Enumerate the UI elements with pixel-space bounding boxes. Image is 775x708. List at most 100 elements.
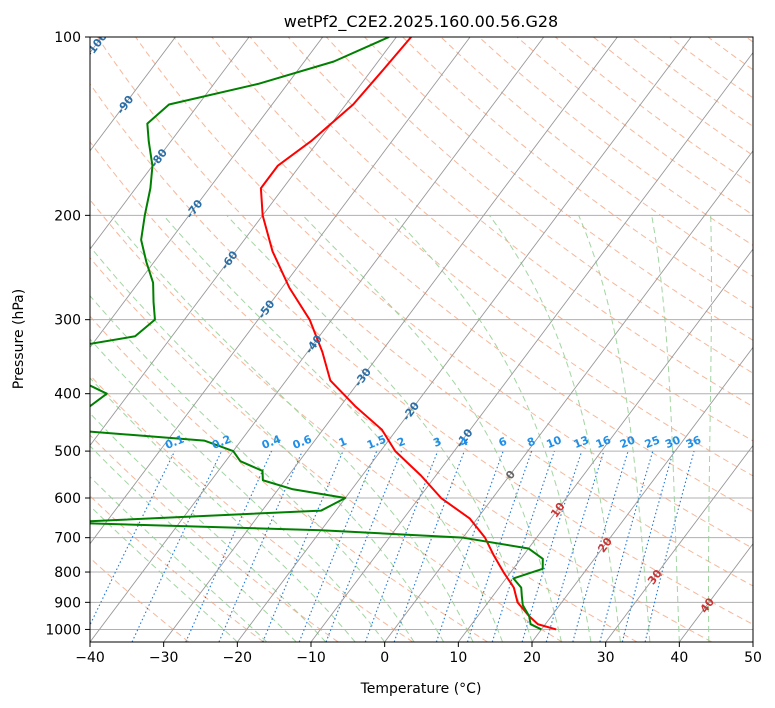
- pressure-gridlines: [90, 37, 753, 630]
- isotherm-line: [310, 51, 753, 642]
- dry-adiabat-line: [440, 37, 753, 278]
- mixing-ratio-line: [521, 450, 583, 642]
- y-axis-label: Pressure (hPa): [11, 289, 27, 389]
- y-tick-label: 900: [54, 595, 81, 611]
- dry-adiabat-line: [402, 37, 753, 309]
- plot-area: -100-90-80-70-60-50-40-30-20-10010203040…: [90, 37, 753, 642]
- x-tick-label: 50: [744, 650, 762, 666]
- y-tick-label: 100: [54, 30, 81, 46]
- mixing-ratio-line: [131, 450, 223, 642]
- x-axis-label: Temperature (°C): [360, 681, 482, 697]
- x-tick-label: 30: [597, 650, 615, 666]
- y-tick-label: 500: [54, 444, 81, 460]
- x-tick-label: 10: [449, 650, 467, 666]
- isotherm-line: [457, 248, 753, 642]
- moist-adiabat-line: [392, 214, 592, 642]
- x-tick-label: −40: [75, 650, 105, 666]
- isotherm-line: [163, 37, 618, 642]
- dry-adiabat-line: [478, 37, 753, 246]
- mixing-ratio-line: [262, 450, 344, 642]
- dry-adiabat-line: [325, 37, 753, 374]
- mixing-ratio-label: 3: [431, 435, 443, 450]
- mixing-ratio-label: 25: [643, 433, 662, 451]
- isotherm-line: [90, 37, 250, 250]
- x-tick-label: −20: [223, 650, 253, 666]
- dry-adiabat-line: [90, 374, 414, 642]
- moist-adiabat-line: [90, 505, 238, 642]
- mixing-ratio-label: 20: [618, 433, 637, 451]
- mixing-ratio-label: 1: [337, 435, 349, 450]
- mixing-ratio-line: [435, 450, 504, 642]
- temperature-profile-line: [259, 37, 557, 631]
- moist-adiabat-line: [90, 412, 327, 642]
- mixing-ratio-line: [185, 450, 273, 642]
- x-tick-label: 20: [523, 650, 541, 666]
- dry-adiabat-line: [90, 83, 753, 626]
- profile-lines: [90, 37, 557, 631]
- moist-adiabat-line: [90, 295, 415, 642]
- moist-adiabat-line: [651, 215, 680, 642]
- mixing-ratio-line: [621, 450, 674, 642]
- moist-adiabat-line: [578, 215, 651, 642]
- dry-adiabat-line: [364, 37, 753, 341]
- mixing-ratio-label: 16: [594, 433, 613, 451]
- mixing-ratio-label: 36: [684, 433, 703, 451]
- y-tick-label: 400: [54, 387, 81, 403]
- isotherm-line: [90, 37, 397, 447]
- isotherm-line: [236, 37, 692, 642]
- isotherm-line: [90, 37, 176, 152]
- x-tick-label: −30: [149, 650, 179, 666]
- moist-adiabat-line: [163, 215, 503, 642]
- y-tick-label: 300: [54, 313, 81, 329]
- x-tick-label: −10: [296, 650, 326, 666]
- mixing-ratio-label: 2: [395, 435, 407, 450]
- mixing-ratio-line: [466, 450, 533, 642]
- moist-adiabat-line: [488, 215, 621, 642]
- dry-adiabat-line: [90, 198, 638, 642]
- moist-adiabat-line: [226, 215, 533, 642]
- y-tick-label: 600: [54, 491, 81, 507]
- mixing-ratio-label: 10: [544, 433, 563, 451]
- isotherm-line: [605, 444, 753, 642]
- chart-title: wetPf2_C2E2.2025.160.00.56.G28: [284, 12, 558, 32]
- y-axis-ticks: 100 200 300 400 500 600 700 800 900 1000: [45, 30, 90, 638]
- y-tick-label: 200: [54, 208, 81, 224]
- mixing-ratio-line: [218, 450, 303, 642]
- dry-adiabat-line: [287, 37, 753, 408]
- dewpoint-profile-line: [90, 37, 544, 631]
- isotherm-line: [531, 346, 753, 642]
- isotherms: [90, 37, 753, 642]
- y-tick-label: 700: [54, 531, 81, 547]
- isotherm-line: [384, 150, 753, 642]
- mixing-ratio-labels: 0.1 0.2 0.4 0.6 1 1.5 2 3 4 6 8 10 13 16 20 25 30 36: [163, 432, 703, 451]
- dry-adiabat-line: [249, 37, 753, 442]
- moist-adiabat-line: [90, 476, 268, 642]
- isotherm-line: [90, 37, 471, 545]
- isotherm-line: [90, 37, 324, 349]
- moist-adiabat-line: [110, 215, 474, 642]
- moist-adiabat-line: [90, 445, 297, 642]
- dry-adiabat-line: [90, 257, 563, 642]
- mixing-ratio-line: [393, 450, 465, 642]
- dry-adiabat-line: [173, 37, 753, 513]
- dry-adiabat-line: [135, 37, 753, 549]
- x-tick-label: 0: [380, 650, 389, 666]
- dry-adiabat-line: [90, 141, 712, 642]
- mixing-ratio-label: 30: [663, 433, 682, 451]
- dry-adiabat-line: [96, 37, 753, 587]
- moist-adiabat-line: [90, 338, 386, 642]
- x-axis-ticks: −40 −30 −20 −10 0 10 20 30 40 50: [75, 642, 762, 666]
- mixing-ratio-label: 13: [572, 433, 591, 451]
- mixing-ratio-line: [644, 450, 695, 642]
- y-tick-label: 800: [54, 565, 81, 581]
- mixing-ratio-line: [599, 450, 654, 642]
- mixing-ratio-line: [572, 450, 629, 642]
- moist-adiabat-line: [90, 245, 445, 642]
- moist-adiabats: [90, 214, 712, 642]
- plot-frame: [89, 36, 754, 643]
- dry-adiabat-line: [516, 37, 753, 216]
- mixing-ratio-line: [90, 450, 176, 627]
- y-tick-label: 1000: [45, 622, 81, 638]
- moist-adiabat-line: [708, 215, 712, 642]
